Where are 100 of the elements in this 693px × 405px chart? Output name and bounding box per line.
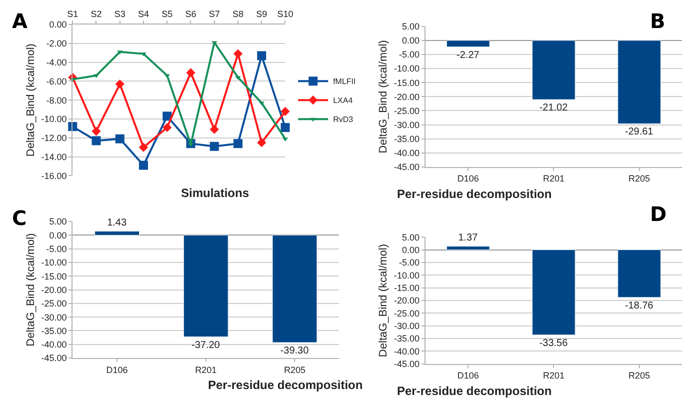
y-tick-label: 0.00: [402, 36, 420, 46]
x-tick-label: R201: [542, 370, 564, 381]
text: A: [12, 9, 28, 33]
y-tick-label: -10.00: [394, 64, 420, 74]
y-tick-label: -25.00: [394, 308, 420, 318]
legend-label: fMLFII: [333, 77, 356, 86]
data-label: 1.43: [107, 217, 127, 228]
y-tick-label: -15.00: [394, 282, 420, 293]
point: [280, 106, 290, 116]
y-tick-label: -35.00: [394, 134, 420, 144]
y-axis-title: DeltaG_Bind (kcal/mol): [378, 40, 390, 154]
text: D: [650, 202, 667, 226]
x-tick-label: S8: [232, 8, 244, 19]
x-tick-label: S4: [138, 8, 150, 19]
y-tick-label: -25.00: [394, 106, 420, 116]
y-tick-label: -15.00: [394, 78, 420, 88]
x-tick-label: S1: [67, 8, 78, 19]
x-axis-title: Per-residue decomposition: [397, 187, 552, 201]
data-label: -33.56: [539, 338, 568, 349]
y-tick-label: -16.00: [41, 170, 67, 181]
y-tick-label: -35.00: [394, 334, 420, 344]
y-tick-label: -10.00: [41, 114, 67, 124]
x-tick-label: S6: [185, 8, 196, 19]
data-label: -18.76: [624, 300, 654, 312]
y-tick-label: 0.00: [49, 230, 67, 240]
point: [115, 134, 124, 144]
x-axis-title: Per-residue decomposition: [397, 384, 552, 398]
legend-label: LXA4: [333, 96, 354, 106]
y-tick-label: -45.00: [394, 162, 420, 172]
x-tick-label: D106: [106, 364, 128, 375]
x-tick-label: S7: [208, 8, 220, 19]
y-tick-label: 0.00: [402, 244, 420, 255]
y-tick-label: 5.00: [402, 22, 420, 32]
y-tick-label: -30.00: [394, 120, 420, 130]
y-tick-label: -12.00: [41, 133, 67, 144]
y-tick-label: -45.00: [41, 353, 67, 364]
point: [92, 136, 101, 146]
y-tick-label: -40.00: [394, 346, 420, 356]
x-tick-label: R205: [284, 364, 306, 375]
y-axis-title: DeltaG_Bind (kcal/mol): [24, 233, 37, 346]
x-tick-label: R205: [628, 370, 650, 381]
point: [186, 68, 196, 78]
y-tick-label: -30.00: [394, 321, 420, 332]
point: [280, 122, 290, 132]
x-tick-label: S5: [162, 8, 173, 19]
point: [257, 51, 266, 60]
y-tick-label: -15.00: [41, 271, 67, 282]
x-tick-label: D106: [457, 174, 479, 184]
text: C: [12, 206, 27, 230]
data-label: -37.20: [191, 340, 220, 351]
y-tick-label: -14.00: [41, 152, 67, 162]
y-axis-title: DeltaG_Bind (kcal/mol): [378, 244, 390, 358]
point: [210, 124, 219, 134]
y-axis-title: DeltaG_Bind (kcal/mol): [24, 44, 37, 157]
point: [210, 142, 219, 151]
y-tick-label: -2.00: [46, 38, 67, 49]
x-tick-label: R205: [628, 174, 650, 184]
y-tick-label: -8.00: [46, 95, 67, 106]
point: [257, 138, 266, 148]
y-tick-label: 5.00: [49, 216, 67, 227]
point: [162, 112, 172, 121]
x-tick-label: S3: [114, 8, 126, 19]
x-axis-title: Per-residue decomposition: [208, 378, 363, 392]
y-tick-label: -25.00: [41, 298, 67, 309]
y-tick-label: -6.00: [46, 76, 67, 86]
y-tick-label: -5.00: [399, 258, 420, 268]
data-label: -29.61: [624, 126, 654, 138]
y-tick-label: -35.00: [41, 326, 67, 336]
data-label: -39.30: [280, 346, 310, 356]
point: [233, 49, 243, 58]
x-tick-label: S2: [90, 8, 102, 19]
y-tick-label: -45.00: [394, 359, 420, 370]
y-tick-label: -10.00: [41, 258, 67, 268]
data-label: 1.37: [458, 232, 478, 244]
x-tick-label: S9: [256, 8, 268, 19]
y-tick-label: -20.00: [394, 296, 420, 306]
y-tick-label: 0.00: [49, 20, 67, 30]
point: [115, 79, 124, 89]
point: [162, 122, 172, 132]
point: [92, 126, 101, 136]
annotation: B: [650, 9, 666, 33]
data-label: -21.02: [539, 102, 568, 114]
y-tick-label: -20.00: [41, 284, 67, 295]
x-axis-title: Simulations: [181, 186, 250, 200]
y-tick-label: 5.00: [402, 232, 420, 242]
x-tick-label: R201: [542, 174, 564, 184]
x-tick-label: R201: [195, 364, 217, 375]
y-tick-label: -40.00: [394, 148, 420, 158]
y-tick-label: -4.00: [46, 57, 67, 68]
x-tick-label: S10: [277, 8, 294, 19]
legend-label: RvD3: [333, 115, 354, 124]
y-tick-label: -5.00: [46, 244, 67, 254]
y-tick-label: -5.00: [399, 50, 420, 60]
point: [138, 160, 148, 170]
data-label: -2.27: [456, 50, 480, 61]
point: [138, 142, 148, 152]
y-tick-label: -10.00: [394, 270, 420, 280]
y-tick-label: -40.00: [41, 340, 67, 350]
y-tick-label: -30.00: [41, 312, 67, 322]
y-tick-label: -20.00: [394, 92, 420, 102]
